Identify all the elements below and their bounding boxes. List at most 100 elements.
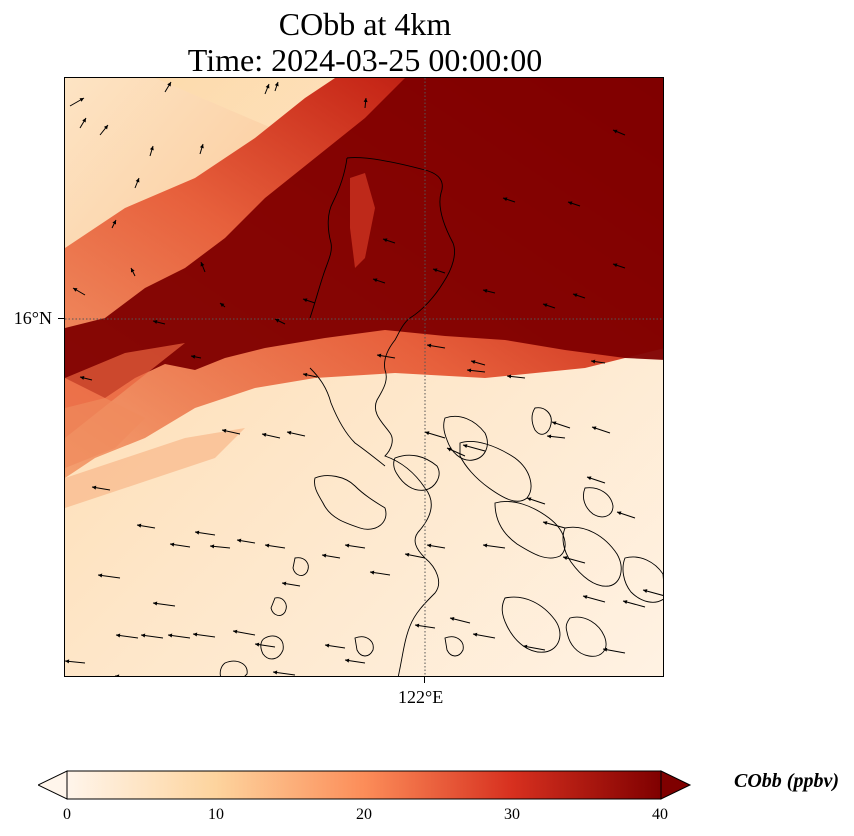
wind-arrow-head [73, 288, 78, 292]
wind-arrow-head [623, 600, 628, 604]
wind-arrow-head [265, 84, 270, 89]
wind-arrow-head [587, 476, 592, 481]
wind-arrow-head [303, 298, 308, 303]
wind-arrow-head [643, 589, 648, 593]
wind-arrow-head [255, 642, 260, 647]
wind-arrow-head [583, 595, 588, 599]
colorbar [38, 770, 692, 800]
wind-arrow-head [131, 268, 135, 273]
wind-arrow-head [613, 263, 618, 268]
wind-arrow-head [467, 368, 472, 373]
map-title: CObb at 4km [278, 6, 452, 42]
map-plot-area [64, 77, 664, 677]
wind-arrow-head [552, 421, 557, 426]
wind-arrow-head [153, 601, 158, 606]
wind-arrow-head [483, 543, 488, 548]
wind-arrow-head [568, 201, 573, 206]
colorbar-tick-30: 30 [504, 806, 520, 823]
wind-arrow-head [82, 118, 86, 123]
wind-arrow-head [503, 197, 508, 202]
wind-arrow-head [220, 303, 225, 308]
colorbar-label: CObb (ppbv) [734, 770, 839, 792]
wind-arrow-head [592, 426, 597, 431]
wind-arrow-head [135, 178, 140, 183]
wind-arrow-head [345, 658, 350, 663]
wind-arrow-head [325, 643, 330, 648]
wind-arrow-head [193, 632, 198, 637]
wind-arrow-head [563, 556, 568, 560]
wind-arrow-head [262, 432, 267, 437]
wind-arrow-head [80, 376, 85, 380]
wind-vectors [65, 81, 663, 676]
wind-arrow-head [303, 372, 308, 377]
wind-arrow-head [191, 354, 196, 359]
wind-arrow-head [345, 543, 350, 548]
wind-arrow-head [274, 82, 279, 87]
wind-arrow-head [405, 552, 410, 557]
wind-arrow-head [200, 262, 205, 267]
wind-arrow-head [265, 543, 270, 548]
wind-arrow-head [427, 343, 432, 348]
colorbar-tick-0: 0 [63, 806, 71, 823]
wind-arrow-head [373, 278, 378, 283]
wind-arrow-head [603, 647, 608, 652]
wind-arrow-head [370, 570, 375, 575]
wind-arrow-head [617, 511, 622, 516]
wind-arrow-head [98, 573, 103, 578]
colorbar-extend-max [660, 770, 692, 800]
wind-arrow-head [427, 543, 432, 548]
colorbar-extend-min [38, 770, 68, 800]
wind-arrow-head [168, 633, 173, 638]
wind-arrow-shaft [115, 675, 121, 676]
wind-arrow-head [153, 320, 158, 324]
wind-arrow-head [523, 644, 528, 649]
wind-arrow-head [115, 674, 120, 676]
colorbar-tick-20: 20 [356, 806, 372, 823]
wind-arrow-head [573, 293, 578, 298]
wind-arrow-head [507, 374, 512, 379]
wind-arrow-head [450, 617, 455, 621]
lon-tick [424, 677, 425, 683]
wind-arrow-head [547, 434, 552, 439]
wind-arrow-head [471, 360, 476, 365]
wind-arrow-head [275, 319, 280, 323]
wind-arrow-head [613, 129, 618, 134]
wind-arrow-head [195, 530, 200, 535]
wind-arrow-head [116, 633, 121, 638]
map-time-subtitle: Time: 2024-03-25 00:00:00 [187, 42, 543, 78]
wind-arrow-head [415, 623, 420, 628]
wind-arrow-head [322, 553, 327, 558]
wind-arrow-head [210, 544, 215, 549]
wind-arrow-head [433, 268, 438, 273]
wind-arrow-head [222, 428, 227, 433]
wind-arrow-head [79, 98, 84, 102]
wind-arrow-head [543, 303, 548, 308]
wind-arrow-head [199, 144, 204, 149]
wind-arrow-head [282, 581, 287, 586]
wind-arrow-head [383, 238, 388, 243]
wind-arrow-head [273, 670, 278, 675]
wind-arrow-head [425, 431, 430, 436]
wind-arrow-head [543, 521, 548, 525]
wind-arrow-head [363, 98, 368, 103]
field-west-edge-2 [65, 398, 145, 468]
wind-arrow-head [103, 125, 108, 130]
wind-arrow-head [463, 444, 468, 448]
wind-arrow-head [112, 220, 116, 225]
wind-arrow-head [483, 289, 488, 293]
wind-arrow-head [447, 447, 452, 452]
map-canvas [65, 78, 663, 676]
lat-tick [58, 318, 64, 319]
wind-arrow-head [233, 629, 238, 634]
wind-arrow-head [65, 659, 70, 664]
wind-arrow-head [287, 430, 292, 435]
field-west-fade [65, 428, 245, 508]
wind-arrow-head [473, 632, 478, 637]
colorbar-tick-40: 40 [652, 806, 668, 823]
coastline [219, 157, 663, 676]
longitude-label-122E: 122°E [398, 687, 444, 707]
wind-arrow-head [377, 353, 382, 358]
colorbar-tick-10: 10 [208, 806, 224, 823]
wind-arrow-head [170, 542, 175, 547]
wind-arrow-head [141, 633, 146, 638]
